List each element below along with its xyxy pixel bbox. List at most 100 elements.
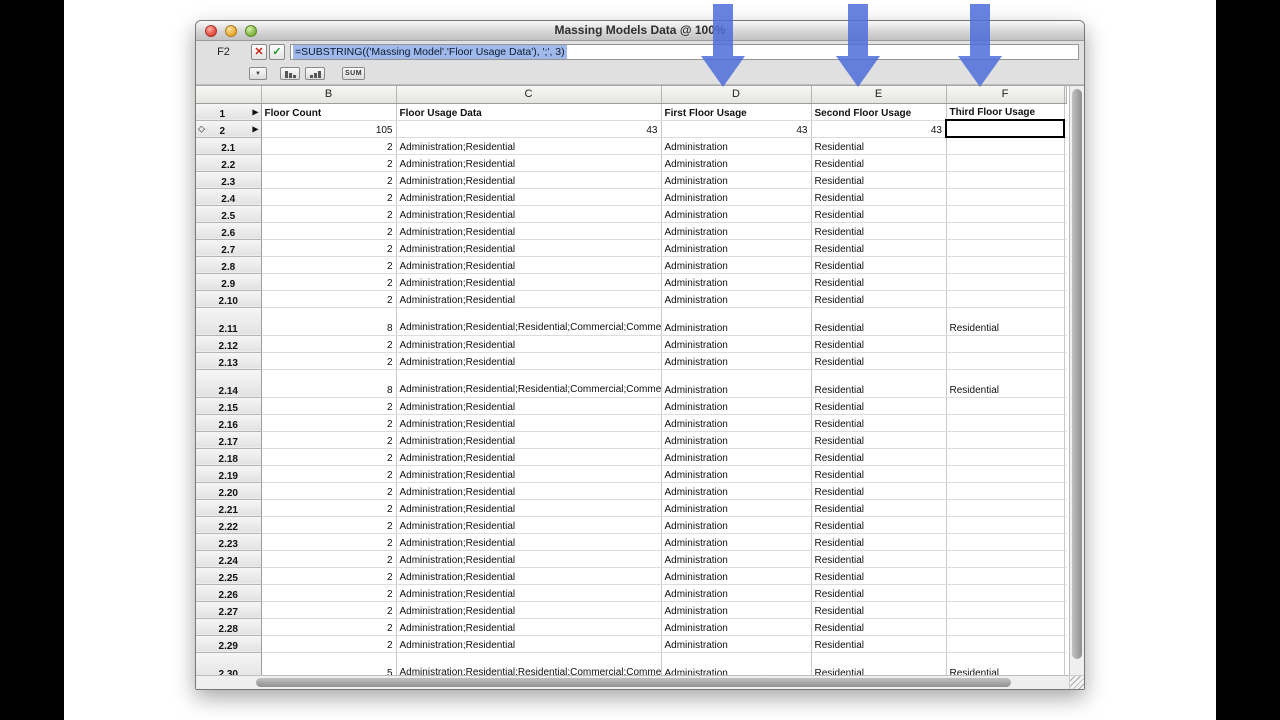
cell-floor-count[interactable]: 2 [261,482,397,500]
row-disclosure-icon[interactable]: ▶ [252,107,259,116]
cell-floor-usage-data[interactable]: Administration;Residential [396,499,662,517]
row-header[interactable]: 2.25 [196,567,262,585]
cell-floor-count[interactable]: 2 [261,256,397,274]
cell-floor-count[interactable]: 2 [261,448,397,466]
horizontal-scrollbar-thumb[interactable] [256,678,1011,687]
row-header-2[interactable]: ◇ 2 ▶ [196,120,262,138]
cell-floor-count[interactable]: 8 [261,369,397,398]
cell-first-floor-usage[interactable]: Administration [661,222,812,240]
cell-floor-usage-data[interactable]: Administration;Residential [396,188,662,206]
cell-first-floor-usage[interactable]: Administration [661,290,812,308]
cell-second-floor-usage[interactable]: Residential [811,431,947,449]
column-header-d[interactable]: D [661,86,812,104]
row-header[interactable]: 2.13 [196,352,262,370]
cell-second-floor-usage[interactable]: Residential [811,222,947,240]
cell-floor-count[interactable]: 2 [261,273,397,291]
cell-floor-usage-data[interactable]: Administration;Residential [396,550,662,568]
minimize-icon[interactable] [225,25,237,37]
cell-floor-usage-data[interactable]: Administration;Residential [396,414,662,432]
cell-floor-usage-data[interactable]: Administration;Residential [396,256,662,274]
cell-first-floor-usage[interactable]: Administration [661,448,812,466]
selected-cell-f2[interactable] [945,119,1065,138]
cell-second-floor-usage[interactable]: Residential [811,307,947,336]
cell-floor-usage-data[interactable]: Administration;Residential [396,171,662,189]
sort-descending-button[interactable] [280,67,300,80]
cell-floor-usage-data[interactable]: Administration;Residential [396,154,662,172]
cell-second-floor-usage[interactable]: Residential [811,567,947,585]
cell-first-floor-usage[interactable]: Administration [661,307,812,336]
cell-first-floor-usage[interactable]: Administration [661,154,812,172]
cell-second-floor-usage[interactable]: Residential [811,533,947,551]
cell-first-floor-usage[interactable]: Administration [661,567,812,585]
cell-second-floor-usage[interactable]: Residential [811,205,947,223]
cell-floor-count[interactable]: 2 [261,171,397,189]
cell-second-floor-usage[interactable]: Residential [811,273,947,291]
cell-floor-usage-data[interactable]: Administration;Residential [396,397,662,415]
cell-floor-count[interactable]: 2 [261,222,397,240]
cell-second-floor-usage[interactable]: Residential [811,352,947,370]
cell-floor-count[interactable]: 2 [261,635,397,653]
cell-first-floor-usage[interactable]: Administration [661,352,812,370]
cell-first-floor-usage[interactable]: Administration [661,499,812,517]
row-header[interactable]: 2.7 [196,239,262,257]
column-header-f[interactable]: F [946,86,1065,104]
cell-floor-count[interactable]: 2 [261,516,397,534]
cell-floor-usage-data[interactable]: Administration;Residential [396,222,662,240]
cell-floor-count[interactable]: 2 [261,290,397,308]
cell-third-floor-usage[interactable] [946,584,1065,602]
formula-input[interactable]: =SUBSTRING(('Massing Model'.'Floor Usage… [290,44,1079,60]
row-header[interactable]: 2.8 [196,256,262,274]
row-header-1[interactable]: 1 ▶ [196,103,262,121]
row-header[interactable]: 2.24 [196,550,262,568]
cell-first-floor-usage[interactable]: Administration [661,414,812,432]
cell-second-floor-usage[interactable]: Residential [811,601,947,619]
cell-floor-count[interactable]: 8 [261,307,397,336]
cell-third-floor-usage[interactable] [946,188,1065,206]
cell-third-floor-usage[interactable] [946,465,1065,483]
cell-third-floor-usage[interactable]: Residential [946,307,1065,336]
cell-floor-usage-data[interactable]: Administration;Residential [396,482,662,500]
row-header[interactable]: 2.19 [196,465,262,483]
row-header[interactable]: 2.9 [196,273,262,291]
row-header[interactable]: 2.15 [196,397,262,415]
cell-third-floor-usage[interactable] [946,154,1065,172]
cell-floor-usage-data[interactable]: Administration;Residential [396,335,662,353]
cell-first-floor-usage[interactable]: Administration [661,533,812,551]
row-header[interactable]: 2.1 [196,137,262,155]
cell-second-floor-usage[interactable]: Residential [811,482,947,500]
cell-floor-count[interactable]: 2 [261,414,397,432]
cell-floor-count[interactable]: 2 [261,499,397,517]
row-header[interactable]: 2.14 [196,369,262,398]
sort-ascending-button[interactable] [305,67,325,80]
cell-floor-usage-data[interactable]: Administration;Residential [396,533,662,551]
cell-second-floor-usage[interactable]: Residential [811,550,947,568]
cell-third-floor-usage[interactable] [946,431,1065,449]
cell-floor-count[interactable]: 2 [261,465,397,483]
cell-floor-usage-data[interactable]: Administration;Residential;Residential;C… [396,307,662,336]
cell-third-floor-usage[interactable] [946,414,1065,432]
cell-second-floor-usage[interactable]: Residential [811,618,947,636]
cell-second-floor-usage[interactable]: Residential [811,516,947,534]
horizontal-scrollbar[interactable] [196,675,1069,689]
cell-third-floor-usage[interactable] [946,171,1065,189]
cell-third-floor-usage[interactable] [946,601,1065,619]
cell-b1[interactable]: Floor Count [261,103,397,121]
row-header[interactable]: 2.4 [196,188,262,206]
row-header[interactable]: 2.18 [196,448,262,466]
cell-floor-usage-data[interactable]: Administration;Residential [396,290,662,308]
cancel-formula-button[interactable]: ✕ [251,44,267,60]
cell-floor-count[interactable]: 2 [261,335,397,353]
cell-third-floor-usage[interactable] [946,273,1065,291]
cell-floor-usage-data[interactable]: Administration;Residential [396,567,662,585]
cell-first-floor-usage[interactable]: Administration [661,635,812,653]
sum-button[interactable]: SUM [342,67,366,80]
cell-third-floor-usage[interactable] [946,137,1065,155]
cell-floor-usage-data[interactable]: Administration;Residential [396,635,662,653]
vertical-scrollbar[interactable] [1069,86,1084,675]
cell-second-floor-usage[interactable]: Residential [811,188,947,206]
cell-first-floor-usage[interactable]: Administration [661,273,812,291]
cell-second-floor-usage[interactable]: Residential [811,499,947,517]
column-header-e[interactable]: E [811,86,947,104]
cell-first-floor-usage[interactable]: Administration [661,205,812,223]
cell-floor-count[interactable]: 2 [261,205,397,223]
